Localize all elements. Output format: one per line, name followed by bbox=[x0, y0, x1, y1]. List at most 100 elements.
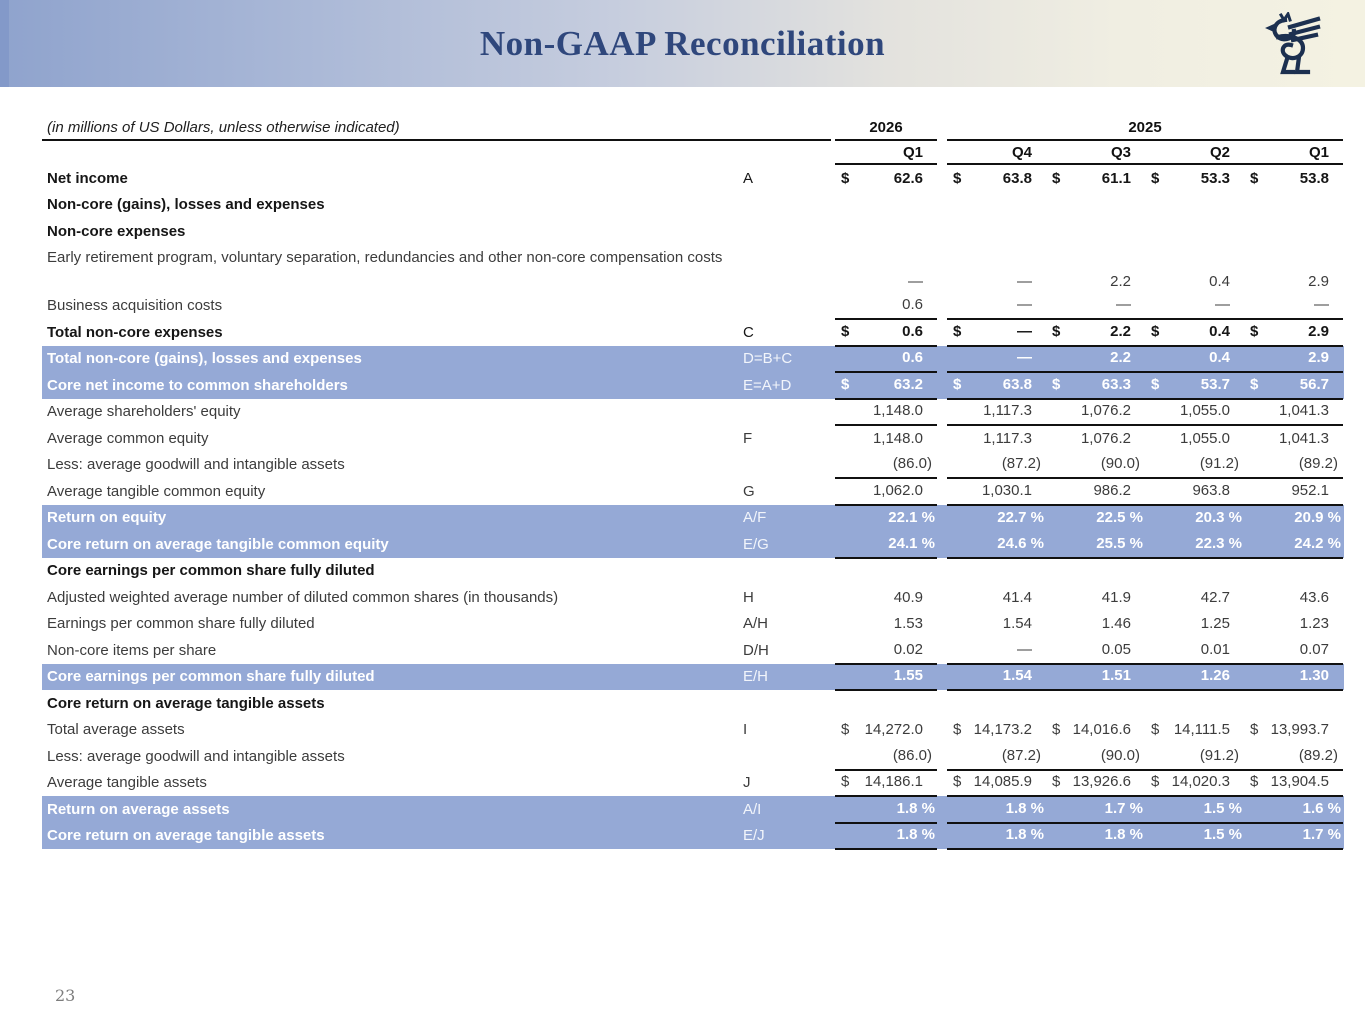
table-row: Total non-core expenses C $0.6 $ — $2.2 $0.4 $2… bbox=[42, 319, 1344, 347]
cell-value: 13,904.5 bbox=[1270, 773, 1329, 791]
value-cell bbox=[1244, 192, 1343, 219]
row-label: Core return on average tangible common e… bbox=[47, 535, 389, 553]
cell-value: 1.8 % bbox=[1005, 799, 1044, 817]
cell-value: — bbox=[1017, 273, 1032, 290]
quarter-header: Q1 bbox=[835, 144, 937, 165]
cell-value: — bbox=[1017, 296, 1032, 314]
header-accent-stripe bbox=[0, 0, 9, 87]
value-cell: 1,030.1 bbox=[947, 477, 1046, 506]
cell-value: 25.5 % bbox=[1096, 534, 1143, 552]
page-title: Non-GAAP Reconciliation bbox=[479, 24, 886, 63]
dollar-sign: $ bbox=[1151, 375, 1160, 393]
cell-value: 14,111.5 bbox=[1173, 721, 1230, 739]
value-cell bbox=[1244, 690, 1343, 717]
cell-value: (89.2) bbox=[1298, 746, 1338, 764]
value-cell: 952.1 bbox=[1244, 477, 1343, 506]
value-cell: 0.6 bbox=[835, 292, 937, 320]
row-label: Return on equity bbox=[47, 509, 167, 527]
value-cell: $14,186.1 bbox=[835, 769, 937, 797]
value-cell bbox=[1145, 690, 1244, 717]
cell-value: 0.01 bbox=[1200, 640, 1230, 658]
row-label: Less: average goodwill and intangible as… bbox=[47, 747, 345, 765]
value-cell: 1.5 % bbox=[1145, 822, 1244, 850]
row-ref: A/I bbox=[743, 800, 762, 818]
value-cell: (86.0) bbox=[835, 742, 937, 771]
value-cell: $63.2 bbox=[835, 371, 937, 400]
row-label: Core earnings per common share fully dil… bbox=[47, 668, 375, 686]
value-cell: 1.51 bbox=[1046, 663, 1145, 691]
value-cell bbox=[947, 690, 1046, 717]
dollar-sign: $ bbox=[1151, 322, 1160, 340]
cell-value: 20.9 % bbox=[1294, 509, 1341, 527]
quarter-header: Q2 bbox=[1145, 144, 1244, 165]
dollar-sign: $ bbox=[1151, 773, 1160, 791]
cell-value: 56.7 bbox=[1299, 375, 1329, 393]
value-cell bbox=[1145, 218, 1244, 245]
griffin-icon bbox=[1265, 10, 1321, 75]
cell-value: 1.8 % bbox=[896, 799, 935, 817]
cell-value: 1,062.0 bbox=[872, 481, 923, 499]
table-row-highlight: Return on average assets A/I 1.8 % 1.8 % 1.7… bbox=[42, 795, 1344, 824]
value-cell: 1,062.0 bbox=[835, 477, 937, 506]
value-cell: (87.2) bbox=[947, 451, 1046, 479]
row-label: Return on average assets bbox=[47, 800, 230, 818]
cell-value: 22.1 % bbox=[888, 509, 935, 527]
table-row: Average common equity F 1,148.0 1,117.3 1,07… bbox=[42, 425, 1344, 452]
value-cell: 0.4 bbox=[1145, 242, 1244, 295]
value-cell: 1.8 % bbox=[947, 822, 1046, 850]
value-cell: — bbox=[1244, 292, 1343, 320]
value-cell: (89.2) bbox=[1244, 451, 1343, 479]
row-label: Core return on average tangible assets bbox=[47, 827, 325, 845]
cell-value: 952.1 bbox=[1291, 481, 1329, 499]
value-cell: — bbox=[947, 345, 1046, 373]
cell-value: 0.6 bbox=[902, 296, 923, 314]
cell-value: — bbox=[1215, 296, 1230, 314]
table-row: Core earnings per common share fully dil… bbox=[42, 558, 1344, 585]
table-row: Average tangible common equity G 1,062.0 1,… bbox=[42, 477, 1344, 506]
row-label: Total average assets bbox=[47, 721, 185, 739]
value-cell: 1.8 % bbox=[835, 822, 937, 850]
cell-value: — bbox=[908, 273, 923, 290]
cell-value: 2.2 bbox=[1110, 273, 1131, 290]
row-ref: E/G bbox=[743, 535, 769, 553]
value-cell: 2.2 bbox=[1046, 242, 1145, 295]
row-label: Business acquisition costs bbox=[47, 297, 223, 315]
value-cell: 1.23 bbox=[1244, 611, 1343, 638]
row-ref: F bbox=[743, 429, 753, 447]
table-row: Total average assets I $14,272.0 $14,173.2 $… bbox=[42, 717, 1344, 744]
cell-value: 13,993.7 bbox=[1270, 721, 1329, 739]
row-label: Core return on average tangible assets bbox=[47, 694, 325, 712]
value-cell: $13,926.6 bbox=[1046, 769, 1145, 797]
value-cell bbox=[947, 192, 1046, 219]
value-cell: 1.46 bbox=[1046, 611, 1145, 638]
cell-value: 1,055.0 bbox=[1179, 402, 1230, 420]
value-cell: 1,055.0 bbox=[1145, 425, 1244, 452]
value-cell: 2.9 bbox=[1244, 345, 1343, 373]
value-cell: 24.1 % bbox=[835, 530, 937, 559]
value-cell: 1.6 % bbox=[1244, 795, 1343, 824]
value-cell: 2.2 bbox=[1046, 345, 1145, 373]
dollar-sign: $ bbox=[841, 773, 850, 791]
value-cell: 1,076.2 bbox=[1046, 425, 1145, 452]
cell-value: 1,041.3 bbox=[1278, 402, 1329, 420]
page-number: 23 bbox=[55, 986, 76, 1005]
cell-value: 62.6 bbox=[893, 169, 923, 187]
table-row-highlight: Core return on average tangible assets E/… bbox=[42, 822, 1344, 850]
dollar-sign: $ bbox=[1151, 169, 1160, 187]
value-cell bbox=[835, 218, 937, 245]
value-cell: $56.7 bbox=[1244, 371, 1343, 400]
cell-value: 1.26 bbox=[1200, 667, 1230, 685]
value-cell: 0.4 bbox=[1145, 345, 1244, 373]
cell-value: 63.2 bbox=[893, 375, 923, 393]
dollar-sign: $ bbox=[1250, 169, 1259, 187]
value-cell: 1.30 bbox=[1244, 663, 1343, 691]
cell-value: — bbox=[1017, 322, 1032, 340]
cell-value: (90.0) bbox=[1100, 746, 1140, 764]
value-cell: 0.01 bbox=[1145, 636, 1244, 665]
cell-value: 42.7 bbox=[1200, 588, 1230, 606]
dollar-sign: $ bbox=[1151, 721, 1160, 739]
cell-value: 1,148.0 bbox=[872, 402, 923, 420]
value-cell: 1.25 bbox=[1145, 611, 1244, 638]
value-cell: $14,016.6 bbox=[1046, 717, 1145, 744]
cell-value: 2.2 bbox=[1110, 349, 1131, 367]
